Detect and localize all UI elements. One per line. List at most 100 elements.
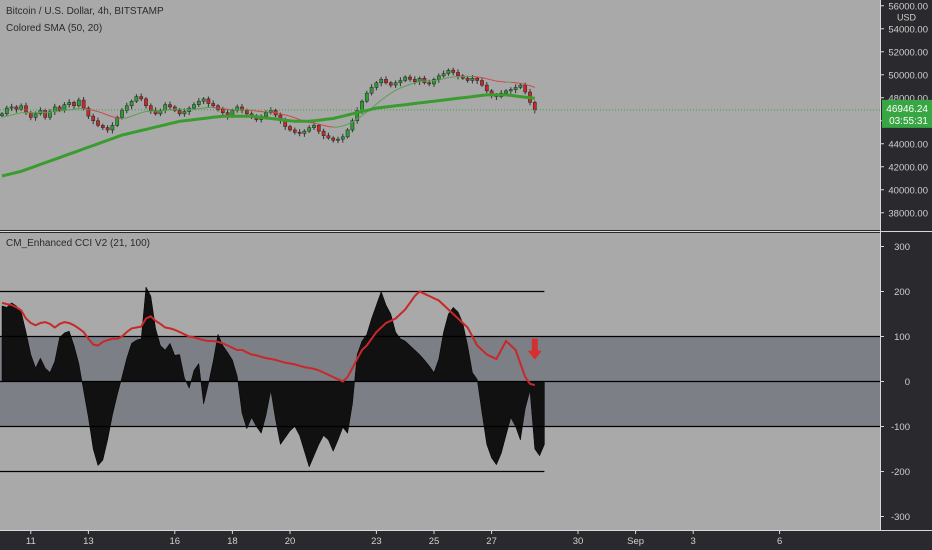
candle-body (518, 84, 523, 88)
candle (9, 103, 14, 111)
candle (96, 117, 100, 128)
candle (139, 93, 144, 102)
candle-body (288, 126, 292, 131)
candle-body (456, 72, 460, 77)
sma-fast-segment (328, 126, 334, 128)
candle-body (508, 89, 513, 92)
sma-fast-segment (429, 80, 435, 82)
sma-fast-segment (443, 77, 449, 80)
price-tick-label: 52000.00 (888, 47, 928, 58)
candle (422, 75, 427, 85)
candle-body (422, 77, 427, 84)
sell-arrow-icon (527, 338, 542, 360)
candle-body (124, 105, 129, 111)
candle (408, 74, 412, 82)
sma-fast-segment (145, 110, 151, 113)
candle-body (235, 106, 240, 111)
cci-tick-label: 300 (894, 242, 910, 253)
candle-body (369, 87, 374, 94)
sma-fast-segment (371, 103, 377, 109)
sma-fast-segment (491, 79, 497, 82)
candle-body (168, 104, 172, 108)
candle (518, 83, 523, 90)
sma-fast-segment (352, 118, 358, 123)
candle-body (302, 130, 307, 134)
candle (384, 76, 388, 85)
candle-body (374, 82, 379, 88)
sma-fast-segment (217, 107, 223, 110)
sma-fast-segment (453, 75, 459, 78)
candle-body (331, 137, 336, 141)
candle (340, 133, 345, 143)
price-tick-label: 54000.00 (888, 24, 928, 35)
sma-fast-segment (361, 111, 368, 116)
candle (374, 81, 379, 91)
candle (43, 108, 48, 120)
candle (14, 105, 19, 113)
time-tick-label: 30 (573, 536, 584, 547)
sma-fast-segment (501, 81, 507, 83)
candle-body (0, 113, 4, 116)
sma-fast-segment (126, 115, 132, 119)
cci-trend-line (1, 290, 536, 387)
sma-fast-segment (520, 82, 526, 86)
sma-fast-segment (376, 99, 382, 105)
candle (235, 104, 240, 113)
candle-body (33, 113, 38, 118)
sma-fast-segment (198, 107, 204, 110)
sma-fast-segment (409, 82, 415, 85)
candle-body (268, 110, 273, 113)
sma-fast-segment (294, 117, 300, 121)
sma-fast-segment (1, 115, 7, 118)
sma-fast-segment (160, 109, 166, 112)
candle-body (393, 82, 398, 86)
candle (158, 108, 163, 117)
sma-fast-segment (318, 123, 324, 126)
sma-fast-segment (270, 111, 276, 114)
sma-fast-segment (289, 115, 295, 119)
sma-fast-segment (131, 113, 137, 117)
sma-fast-segment (117, 117, 123, 119)
sma-fast-segment (529, 85, 535, 88)
candle-body (14, 106, 19, 110)
sma-fast-segment (261, 111, 267, 113)
candle-body (513, 87, 518, 90)
sma-fast-segment (395, 87, 401, 91)
sma-fast-segment (251, 109, 257, 112)
candle (4, 105, 9, 117)
sma-fast-segment (73, 108, 79, 110)
candle-body (292, 129, 297, 133)
candle (508, 87, 513, 94)
candle (182, 108, 187, 117)
candle-body (201, 98, 206, 102)
candle (326, 132, 331, 140)
candle-body (427, 82, 432, 85)
candle-body (120, 110, 124, 118)
candle (480, 78, 484, 87)
sma-fast-segment (414, 81, 420, 84)
price-tick-label: 38000.00 (888, 208, 928, 219)
symbol-title[interactable]: Bitcoin / U.S. Dollar, 4h, BITSTAMP (6, 6, 164, 17)
sma-fast-segment (11, 113, 17, 116)
price-badge-countdown: 03:55:31 (889, 116, 928, 127)
sma-indicator-label[interactable]: Colored SMA (50, 20) (6, 23, 103, 34)
sma-fast-segment (136, 112, 142, 115)
candle (124, 102, 129, 114)
price-tick-label: 42000.00 (888, 162, 928, 173)
sma-fast-segment (213, 107, 219, 109)
candle-body (408, 76, 412, 80)
cci-indicator-label[interactable]: CM_Enhanced CCI V2 (21, 100) (6, 238, 150, 249)
candle-body (153, 110, 158, 115)
time-tick-label: 20 (285, 536, 296, 547)
cci-tick-label: -100 (891, 422, 910, 433)
candle-body (76, 99, 81, 107)
candle-body (57, 106, 62, 111)
candle (288, 124, 292, 132)
candle-body (206, 98, 211, 104)
sma-fast-segment (285, 114, 291, 117)
candle-body (336, 138, 340, 141)
price-tick-label: 48000.00 (888, 93, 928, 104)
candle (86, 106, 91, 120)
